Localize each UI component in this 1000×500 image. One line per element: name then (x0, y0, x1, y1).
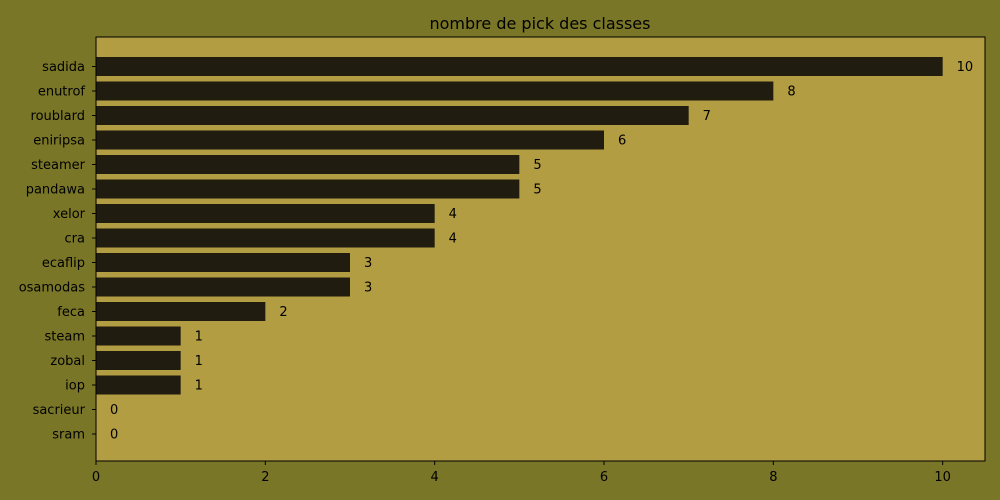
bar-zobal (96, 351, 181, 370)
value-label-sadida: 10 (957, 60, 974, 75)
value-label-ecaflip: 3 (364, 256, 372, 271)
value-label-xelor: 4 (449, 207, 457, 222)
x-tick-label: 4 (431, 470, 439, 485)
value-label-steamer: 5 (533, 158, 541, 173)
value-label-enutrof: 8 (787, 85, 795, 100)
value-label-sram: 0 (110, 428, 118, 443)
bar-ecaflip (96, 253, 350, 272)
x-tick-label: 0 (92, 470, 100, 485)
bar-iop (96, 375, 181, 395)
y-tick-label-steam: steam (45, 330, 86, 345)
plot-frame (95, 36, 986, 462)
value-label-cra: 4 (449, 232, 457, 247)
bar-steamer (96, 155, 520, 174)
bar-steam (96, 326, 181, 346)
value-label-roublard: 7 (703, 109, 711, 124)
value-label-feca: 2 (279, 305, 287, 320)
bars-group (96, 57, 943, 395)
bar-enutrof (96, 81, 774, 101)
x-tick-label: 10 (934, 470, 951, 485)
y-tick-label-sacrieur: sacrieur (33, 403, 86, 418)
y-tick-label-sram: sram (52, 428, 85, 443)
y-tick-label-enutrof: enutrof (38, 85, 86, 100)
y-tick-label-ecaflip: ecaflip (42, 256, 85, 271)
y-tick-label-cra: cra (65, 232, 85, 247)
bar-osamodas (96, 277, 350, 297)
y-tick-label-sadida: sadida (42, 60, 85, 75)
x-tick-label: 2 (261, 470, 269, 485)
value-label-osamodas: 3 (364, 281, 372, 296)
y-tick-label-osamodas: osamodas (19, 281, 86, 296)
y-tick-label-xelor: xelor (53, 207, 86, 222)
bar-eniripsa (96, 130, 604, 150)
value-label-iop: 1 (195, 379, 203, 394)
value-label-steam: 1 (195, 330, 203, 345)
bar-feca (96, 302, 266, 321)
bar-xelor (96, 204, 435, 223)
bar-cra (96, 228, 435, 248)
y-tick-label-steamer: steamer (31, 158, 85, 173)
bar-roublard (96, 106, 689, 125)
bar-pandawa (96, 179, 520, 199)
x-axis: 0 2 4 6 8 10 (92, 461, 951, 485)
plot-area (96, 37, 985, 461)
value-label-pandawa: 5 (533, 183, 541, 198)
y-tick-label-zobal: zobal (50, 354, 85, 369)
bar-sadida (96, 57, 943, 76)
value-label-sacrieur: 0 (110, 403, 118, 418)
chart-title: nombre de pick des classes (430, 14, 651, 33)
y-tick-label-pandawa: pandawa (26, 183, 85, 198)
y-tick-label-roublard: roublard (31, 109, 85, 124)
value-label-zobal: 1 (195, 354, 203, 369)
y-tick-label-iop: iop (65, 379, 85, 394)
y-tick-label-eniripsa: eniripsa (33, 134, 85, 149)
value-label-eniripsa: 6 (618, 134, 626, 149)
x-tick-label: 6 (600, 470, 608, 485)
x-tick-label: 8 (769, 470, 777, 485)
y-tick-label-feca: feca (57, 305, 85, 320)
y-axis: sadida enutrof roublard eniripsa steamer pand… (19, 60, 96, 443)
